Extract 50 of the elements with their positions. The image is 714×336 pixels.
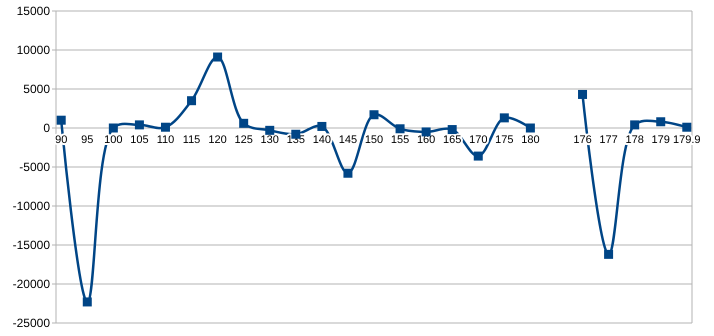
- x-tick-label: 180: [521, 134, 540, 146]
- x-tick-label: 155: [390, 134, 410, 146]
- point: [187, 96, 196, 106]
- y-tick-label: 0: [43, 121, 50, 136]
- point: [160, 122, 170, 132]
- x-tick-label: 105: [130, 134, 149, 146]
- x-tick-label: 95: [81, 134, 94, 146]
- point: [343, 168, 352, 178]
- point: [82, 297, 92, 306]
- point: [474, 152, 483, 161]
- y-tick-label: 15000: [16, 4, 50, 18]
- x-tick-label: 120: [208, 134, 227, 146]
- y-tick-label: -20000: [12, 277, 50, 292]
- x-tick-label: 179: [652, 134, 670, 146]
- point: [370, 110, 378, 120]
- point: [134, 120, 144, 130]
- y-tick-label: 5000: [23, 82, 50, 96]
- point: [56, 116, 66, 125]
- y-tick-label: -5000: [19, 160, 50, 174]
- x-tick-label: 179.9: [673, 134, 701, 146]
- point: [239, 118, 248, 128]
- point: [317, 122, 326, 131]
- point: [604, 250, 614, 259]
- x-tick-label: 140: [312, 134, 332, 146]
- y-tick-label: 10000: [16, 43, 50, 58]
- x-tick-label: 160: [416, 134, 436, 146]
- point: [213, 52, 222, 62]
- point: [526, 124, 535, 132]
- x-tick-label: 175: [495, 134, 514, 146]
- point: [396, 124, 405, 134]
- point: [656, 117, 666, 126]
- x-tick-label: 165: [443, 134, 462, 146]
- x-tick-label: 110: [156, 134, 174, 146]
- point: [448, 125, 457, 134]
- point: [630, 120, 640, 130]
- x-tick-label: 130: [260, 134, 279, 146]
- y-tick-label: -10000: [12, 199, 50, 214]
- x-tick-label: 115: [182, 134, 200, 146]
- x-tick-label: 150: [364, 134, 384, 146]
- x-tick-label: 125: [234, 134, 253, 146]
- point: [500, 113, 509, 122]
- point: [108, 124, 118, 132]
- point: [682, 122, 692, 132]
- x-tick-label: 177: [599, 134, 618, 146]
- x-tick-label: 145: [338, 134, 358, 146]
- y-tick-label: -25000: [12, 316, 50, 330]
- point: [578, 90, 588, 99]
- point: [265, 126, 274, 135]
- y-tick-label: -15000: [12, 238, 50, 252]
- x-tick-label: 170: [469, 134, 488, 146]
